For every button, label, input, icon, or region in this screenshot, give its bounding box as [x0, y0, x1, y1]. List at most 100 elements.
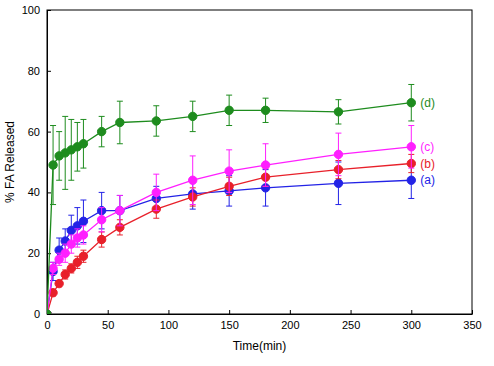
- axis-line: [48, 314, 473, 315]
- error-bar-cap: [74, 207, 80, 208]
- marker: [79, 252, 87, 260]
- error-bar-cap: [153, 105, 159, 106]
- series-labels: (a)(b)(c)(d): [420, 96, 435, 188]
- error-bar-cap: [68, 180, 74, 181]
- marker: [47, 310, 51, 314]
- tick-label: 50: [102, 319, 114, 331]
- marker: [225, 106, 233, 114]
- marker: [116, 206, 124, 214]
- error-bar-cap: [74, 228, 80, 229]
- error-bar-cap: [408, 125, 414, 126]
- tick-label: 100: [22, 4, 40, 16]
- y-axis: 020406080100: [22, 4, 51, 320]
- error-bar-cap: [117, 143, 123, 144]
- tick-label: 100: [160, 319, 178, 331]
- error-bar-cap: [408, 198, 414, 199]
- series-label: (d): [420, 96, 435, 110]
- series: [47, 162, 415, 314]
- tick: 250: [342, 310, 360, 331]
- error-bar-cap: [190, 101, 196, 102]
- tick-label: 350: [463, 319, 481, 331]
- error-bar-cap: [263, 186, 269, 187]
- series: [47, 126, 415, 314]
- error-bar-cap: [153, 136, 159, 137]
- error-bar-cap: [56, 180, 62, 181]
- marker: [79, 140, 87, 148]
- tick-mark: [168, 310, 169, 314]
- tick: 150: [220, 310, 238, 331]
- tick-mark: [47, 10, 51, 11]
- tick: 20: [28, 247, 51, 259]
- tick-label: 40: [28, 186, 40, 198]
- error-bar-cap: [117, 225, 123, 226]
- error-bar-cap: [153, 210, 159, 211]
- plot-frame: [47, 10, 472, 314]
- x-axis-title: Time(min): [233, 339, 287, 353]
- tick-mark: [47, 71, 51, 72]
- marker: [261, 106, 269, 114]
- tick-label: 60: [28, 126, 40, 138]
- tick-label: 150: [220, 319, 238, 331]
- error-bar-cap: [226, 195, 232, 196]
- error-bar-cap: [335, 99, 341, 100]
- error-bar-cap: [408, 168, 414, 169]
- error-bar-cap: [74, 122, 80, 123]
- error-bar-cap: [117, 195, 123, 196]
- tick-label: 20: [28, 247, 40, 259]
- tick: 100: [22, 4, 51, 16]
- marker: [79, 231, 87, 239]
- error-bar-cap: [226, 95, 232, 96]
- x-axis: 050100150200250300350: [44, 310, 481, 331]
- tick-mark: [472, 310, 473, 314]
- data-layer: [47, 84, 415, 314]
- tick-mark: [229, 310, 230, 314]
- marker: [61, 249, 69, 257]
- error-bar-cap: [335, 178, 341, 179]
- error-bar-cap: [62, 116, 68, 117]
- error-bar-cap: [99, 207, 105, 208]
- tick: 350: [463, 310, 481, 331]
- series-label: (a): [420, 173, 435, 187]
- tick: 40: [28, 186, 51, 198]
- axis-line: [47, 11, 48, 315]
- marker: [334, 179, 342, 187]
- series-line: [47, 103, 411, 314]
- tick-label: 0: [34, 308, 40, 320]
- error-bar-cap: [263, 143, 269, 144]
- error-bar-cap: [408, 172, 414, 173]
- error-bar-cap: [50, 274, 56, 275]
- error-bar-cap: [80, 200, 86, 201]
- tick-mark: [411, 310, 412, 314]
- error-bar-cap: [99, 116, 105, 117]
- tick-label: 0: [44, 319, 50, 331]
- tick-mark: [47, 132, 51, 133]
- tick-label: 300: [403, 319, 421, 331]
- error-bar-cap: [226, 149, 232, 150]
- error-bar-cap: [190, 155, 196, 156]
- series: [47, 84, 415, 314]
- error-bar-cap: [50, 204, 56, 205]
- marker: [116, 206, 124, 214]
- error-bar-cap: [117, 234, 123, 235]
- series-label: (c): [420, 140, 434, 154]
- error-bar-cap: [117, 225, 123, 226]
- error-bar-cap: [335, 175, 341, 176]
- marker: [47, 310, 51, 314]
- error-bar-cap: [99, 231, 105, 232]
- marker: [152, 188, 160, 196]
- tick: 60: [28, 126, 51, 138]
- error-bar-cap: [117, 195, 123, 196]
- tick: 100: [160, 310, 178, 331]
- tick-mark: [108, 310, 109, 314]
- error-bar-cap: [408, 84, 414, 85]
- marker: [225, 167, 233, 175]
- tick-mark: [290, 310, 291, 314]
- error-bar-cap: [80, 225, 86, 226]
- error-bar-cap: [263, 186, 269, 187]
- error-bar-cap: [408, 120, 414, 121]
- marker: [261, 161, 269, 169]
- tick-mark: [351, 310, 352, 314]
- marker: [49, 264, 57, 272]
- error-bar-cap: [190, 204, 196, 205]
- error-bar-cap: [226, 192, 232, 193]
